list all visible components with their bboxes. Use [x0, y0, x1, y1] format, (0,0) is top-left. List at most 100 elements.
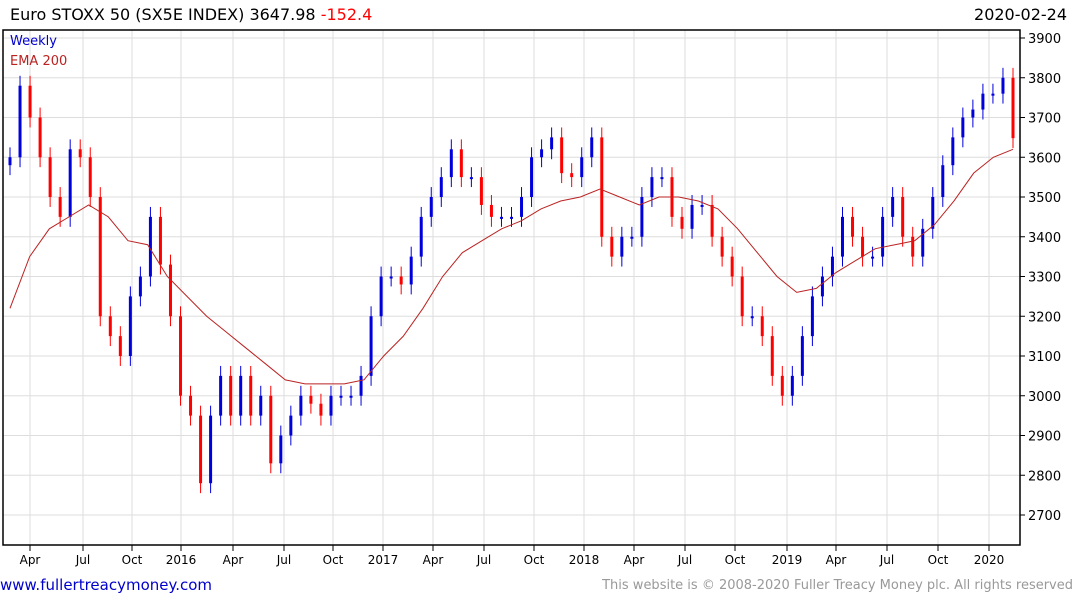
price-bar	[48, 157, 52, 197]
price-bar	[931, 197, 935, 229]
price-bar	[339, 395, 343, 398]
y-axis: 2700 2800 2900 3000 3100 3200 3300 3400 3500 3600…	[1020, 32, 1061, 524]
price-bar	[209, 415, 213, 484]
price-bar	[28, 85, 32, 118]
price-bar	[650, 177, 654, 197]
x-tick-label: Apr	[223, 553, 244, 567]
price-bar	[510, 216, 513, 219]
price-bar	[941, 165, 945, 197]
price-bar	[459, 149, 463, 178]
price-bar	[279, 435, 283, 464]
price-bar	[148, 216, 152, 277]
price-bar	[229, 375, 233, 416]
price-bar	[108, 316, 112, 337]
price-bar	[199, 415, 203, 484]
price-bar	[1001, 77, 1005, 94]
price-bar	[158, 216, 162, 265]
chart-title: Euro STOXX 50 (SX5E INDEX) 3647.98 -152.…	[10, 5, 372, 24]
price-bar	[289, 415, 293, 436]
x-tick-label: 2020	[974, 553, 1005, 567]
y-tick-label: 2800	[1028, 469, 1061, 484]
x-tick-label: 2016	[166, 553, 197, 567]
price-bar	[861, 236, 865, 257]
price-bar	[369, 316, 373, 376]
y-tick-label: 3200	[1028, 310, 1061, 325]
price-bar	[88, 157, 92, 197]
legend-weekly: Weekly	[10, 34, 57, 49]
x-tick-label: Oct	[524, 553, 545, 567]
plot-frame	[2, 29, 1021, 546]
x-tick-label: Apr	[423, 553, 444, 567]
price-bar	[630, 236, 634, 239]
x-tick-label: Oct	[725, 553, 746, 567]
price-bar	[239, 375, 243, 416]
price-bar	[610, 236, 614, 257]
price-bar	[620, 236, 624, 257]
price-bar	[780, 375, 784, 396]
x-tick-label: Oct	[323, 553, 344, 567]
price-bar	[921, 228, 925, 257]
y-tick-label: 3600	[1028, 151, 1061, 166]
price-bar	[359, 375, 363, 396]
price-bar	[720, 236, 724, 257]
price-bar	[891, 197, 895, 217]
ema-line	[9, 148, 1014, 385]
x-tick-label: Jul	[476, 553, 491, 567]
grid	[3, 30, 1020, 545]
price-bar	[911, 236, 915, 257]
price-bar	[971, 109, 975, 118]
price-bar	[319, 403, 323, 416]
price-bar	[660, 177, 664, 180]
price-bar	[259, 395, 263, 416]
price-bar	[128, 296, 132, 356]
y-tick-label: 3700	[1028, 112, 1061, 127]
price-bar	[429, 197, 433, 217]
price-bar	[489, 204, 493, 217]
x-tick-label: Jul	[75, 553, 90, 567]
x-tick-label: Jul	[677, 553, 692, 567]
price-bar	[329, 395, 333, 416]
price-bar	[830, 256, 834, 277]
price-bar	[851, 216, 855, 237]
price-bar	[820, 276, 824, 297]
price-bar	[449, 149, 453, 178]
price-bar	[740, 276, 744, 317]
price-bar	[58, 197, 62, 217]
y-tick-label: 2900	[1028, 430, 1061, 445]
site-link[interactable]: www.fullertreacymoney.com	[0, 576, 213, 594]
price-bar	[18, 85, 22, 158]
price-bar	[750, 316, 754, 319]
price-bar	[840, 216, 844, 257]
price-bar	[419, 216, 423, 257]
price-bar	[981, 93, 985, 110]
price-bar	[590, 137, 594, 158]
price-bar	[179, 316, 183, 396]
price-bar	[871, 256, 875, 259]
price-bar	[961, 117, 965, 138]
price-bar	[800, 336, 804, 376]
x-tick-label: Apr	[20, 553, 41, 567]
price-bar	[349, 395, 353, 398]
y-tick-label: 3400	[1028, 231, 1061, 246]
title-text: Euro STOXX 50 (SX5E INDEX) 3647.98	[10, 5, 316, 24]
price-bar	[710, 204, 714, 237]
price-bar	[68, 149, 72, 217]
price-bar	[439, 177, 443, 197]
x-tick-label: Apr	[826, 553, 847, 567]
price-bar	[951, 137, 955, 166]
price-bar	[399, 276, 403, 285]
x-tick-label: Jul	[879, 553, 894, 567]
price-bar	[38, 117, 42, 158]
price-bar	[881, 216, 885, 257]
price-bar	[379, 276, 383, 317]
price-bars	[8, 67, 1015, 494]
price-bar	[540, 149, 544, 158]
price-bar	[991, 93, 995, 96]
price-bar	[700, 204, 704, 207]
y-tick-label: 3300	[1028, 271, 1061, 286]
x-tick-label: Jul	[276, 553, 291, 567]
legend-ema: EMA 200	[10, 54, 67, 69]
chart-date: 2020-02-24	[974, 5, 1067, 24]
price-bar	[409, 256, 413, 285]
price-bar	[8, 157, 12, 166]
